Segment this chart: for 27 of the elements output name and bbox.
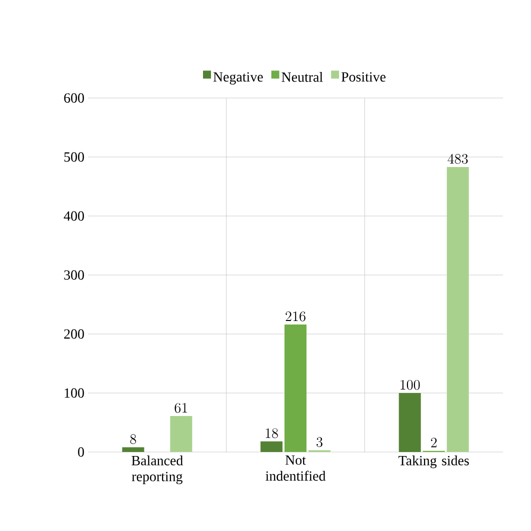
y-tick-label: 300 [64,270,84,280]
legend-label: Positive [341,72,386,82]
x-tick-label: Balanced reporting [132,456,183,484]
y-tick-label: 600 [64,93,84,103]
bar [284,324,307,452]
bar [170,416,192,452]
data-label: 2 [431,438,437,448]
bar [446,167,469,452]
data-label: 3 [316,437,322,448]
bar [260,441,283,452]
data-label: 483 [448,154,468,164]
data-label: 216 [286,312,306,322]
bar [122,447,144,452]
x-tick-label: Taking sides [398,456,469,468]
y-tick-label: 400 [64,211,84,221]
legend-label: Negative [213,72,263,84]
y-tick-label: 0 [78,447,84,457]
data-label: 61 [174,402,188,413]
data-label: 18 [266,428,278,438]
data-label: 100 [400,380,420,390]
data-label: 8 [130,434,136,444]
legend-label: Neutral [282,72,323,82]
x-tick-label: Not indentified [266,456,326,481]
y-tick-label: 200 [64,329,84,339]
y-tick-label: 500 [64,152,84,162]
y-tick-label: 100 [64,388,84,398]
bar [398,393,421,452]
